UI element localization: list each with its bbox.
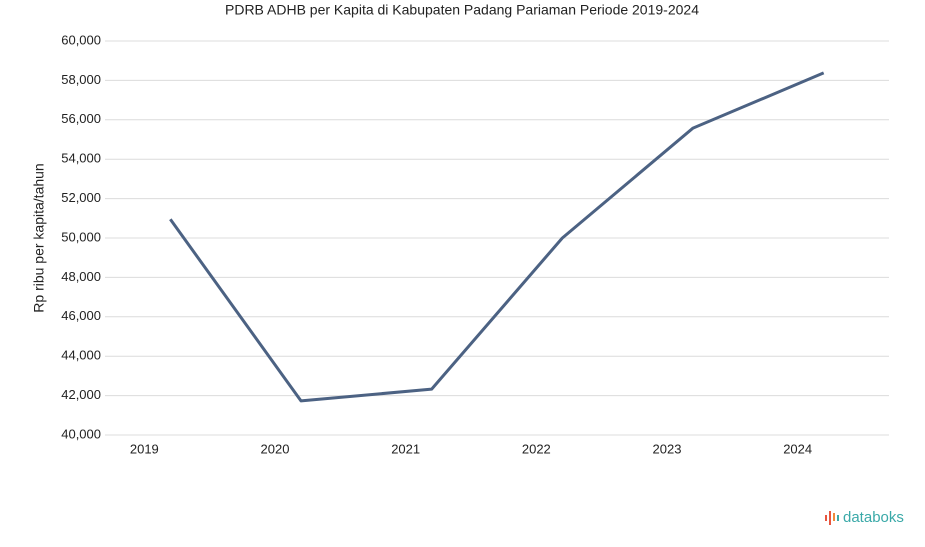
y-tick-label: 52,000 — [61, 190, 101, 205]
y-tick-label: 42,000 — [61, 387, 101, 402]
y-axis-label: Rp ribu per kapita/tahun — [31, 163, 47, 312]
y-tick-label: 56,000 — [61, 111, 101, 126]
y-tick-label: 48,000 — [61, 269, 101, 284]
y-tick-label: 60,000 — [61, 32, 101, 47]
x-tick-label: 2024 — [783, 441, 812, 456]
y-tick-label: 40,000 — [61, 426, 101, 441]
chart-title: PDRB ADHB per Kapita di Kabupaten Padang… — [225, 2, 699, 18]
line — [169, 71, 825, 403]
y-tick-label: 58,000 — [61, 72, 101, 87]
x-tick-label: 2020 — [261, 441, 290, 456]
y-tick-label: 50,000 — [61, 229, 101, 244]
y-tick-label: 44,000 — [61, 348, 101, 363]
y-tick-label: 54,000 — [61, 151, 101, 166]
brand-name: databoks — [843, 509, 904, 526]
brand-logo: databoks — [825, 509, 904, 526]
x-tick-label: 2023 — [653, 441, 682, 456]
x-tick-label: 2022 — [522, 441, 551, 456]
x-tick-label: 2021 — [391, 441, 420, 456]
y-tick-label: 46,000 — [61, 308, 101, 323]
x-tick-label: 2019 — [130, 441, 159, 456]
